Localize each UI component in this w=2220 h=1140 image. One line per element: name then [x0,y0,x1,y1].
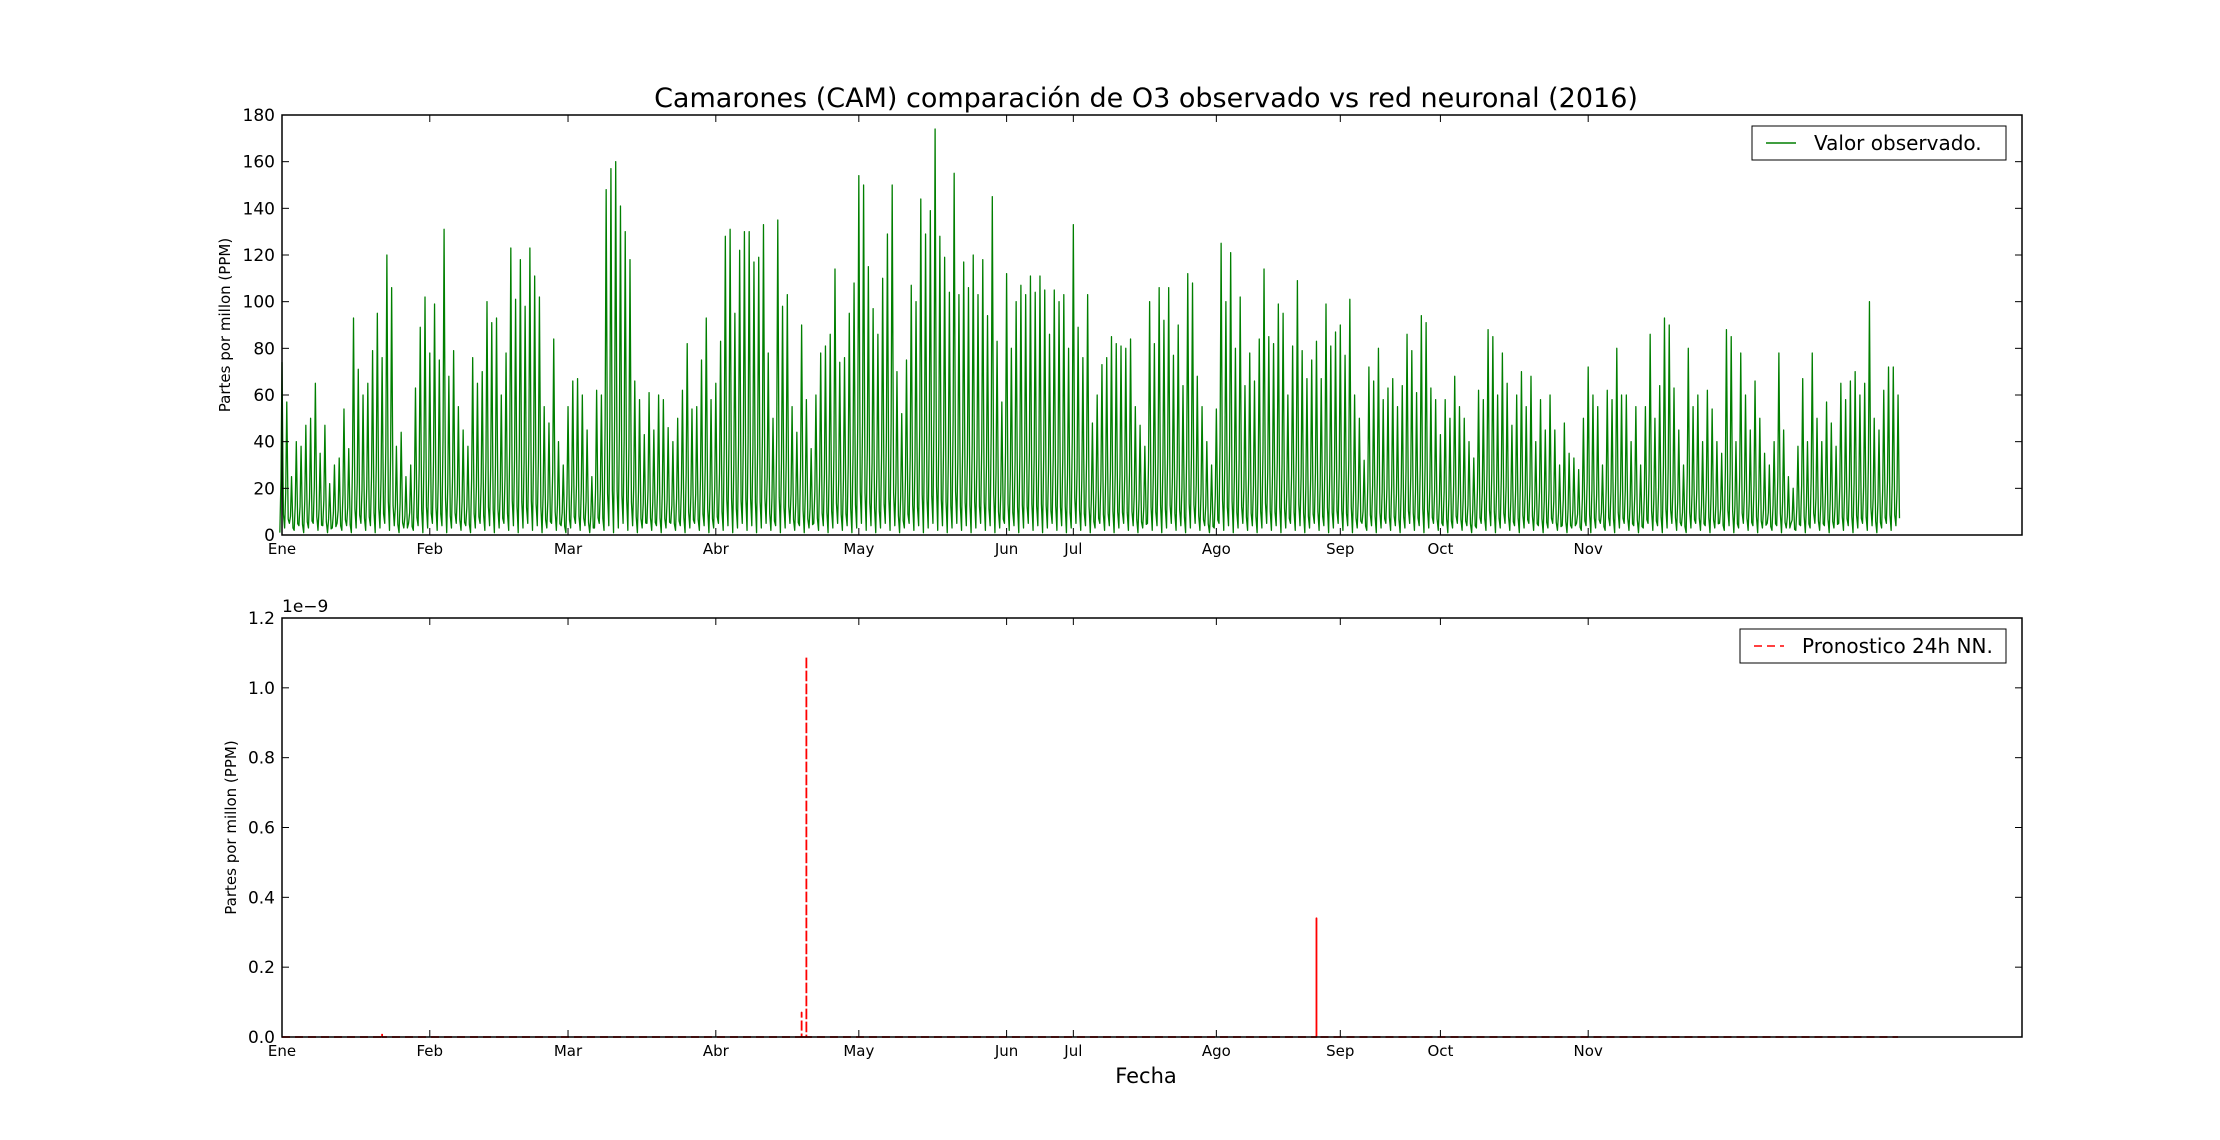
legend-label: Valor observado. [1814,131,1982,155]
x-tick-label: Mar [554,540,583,558]
x-tick-label: Sep [1326,1042,1354,1060]
y-tick-label: 0.2 [248,958,275,978]
forecast-panel: 0.0 0.2 0.4 0.6 0.8 1.0 1.2 Ene Feb Mar Abr May Jun J… [222,597,2023,1060]
y-tick-label: 1.0 [248,679,275,699]
y-tick-label: 60 [253,386,275,406]
x-tick-label: Abr [703,540,730,558]
y-tick-label: 0.4 [248,888,275,908]
y-tick-label: 160 [243,153,275,173]
y-tick-label: 0.6 [248,819,275,839]
legend-label: Pronostico 24h NN. [1802,634,1993,658]
y-axis-label: Partes por millon (PPM) [222,740,240,914]
x-tick-label: Ago [1202,1042,1231,1060]
x-tick-label: Mar [554,1042,583,1060]
legend: Valor observado. [1751,125,2007,161]
y-axis-label: Partes por millon (PPM) [216,238,234,412]
legend: Pronostico 24h NN. [1739,628,2007,664]
y-tick-label: 1.2 [248,609,275,629]
x-tick-label: Abr [703,1042,730,1060]
x-tick-label: Feb [416,540,443,558]
plot-frame [281,114,2023,536]
axis-offset-text: 1e−9 [282,597,328,617]
y-tick-label: 40 [253,433,275,453]
series-line-0-0 [279,128,1901,534]
y-tick-label: 20 [253,479,275,499]
x-tick-label: Ago [1202,540,1231,558]
x-tick-label: May [843,540,874,558]
x-tick-label: Nov [1574,540,1603,558]
x-tick-label: Ene [268,540,296,558]
y-tick-label: 140 [243,199,275,219]
x-tick-label: Oct [1427,1042,1453,1060]
x-tick-label: Jun [994,540,1018,558]
y-tick-label: 0 [264,526,275,546]
x-tick-label: Jul [1063,540,1082,558]
y-tick-label: 0.8 [248,749,275,769]
y-tick-label: 180 [243,106,275,126]
y-tick-label: 120 [243,246,275,266]
y-tick-label: 80 [253,339,275,359]
x-tick-label: Sep [1326,540,1354,558]
chart-title: Camarones (CAM) comparación de O3 observ… [654,83,1638,114]
legend-box [1739,628,2007,664]
legend-box [1751,125,2007,161]
observed-ozone-panel: 0 20 40 60 80 100 120 140 160 180 Ene Feb Mar Abr May J… [216,106,2023,558]
x-tick-label: Nov [1574,1042,1603,1060]
x-axis-label: Fecha [1115,1064,1177,1088]
x-tick-label: Jun [994,1042,1018,1060]
x-tick-label: Ene [268,1042,296,1060]
x-tick-label: Oct [1427,540,1453,558]
y-tick-label: 0.0 [248,1028,275,1048]
y-tick-label: 100 [243,293,275,313]
x-tick-label: Jul [1063,1042,1082,1060]
x-tick-label: May [843,1042,874,1060]
x-tick-label: Feb [416,1042,443,1060]
